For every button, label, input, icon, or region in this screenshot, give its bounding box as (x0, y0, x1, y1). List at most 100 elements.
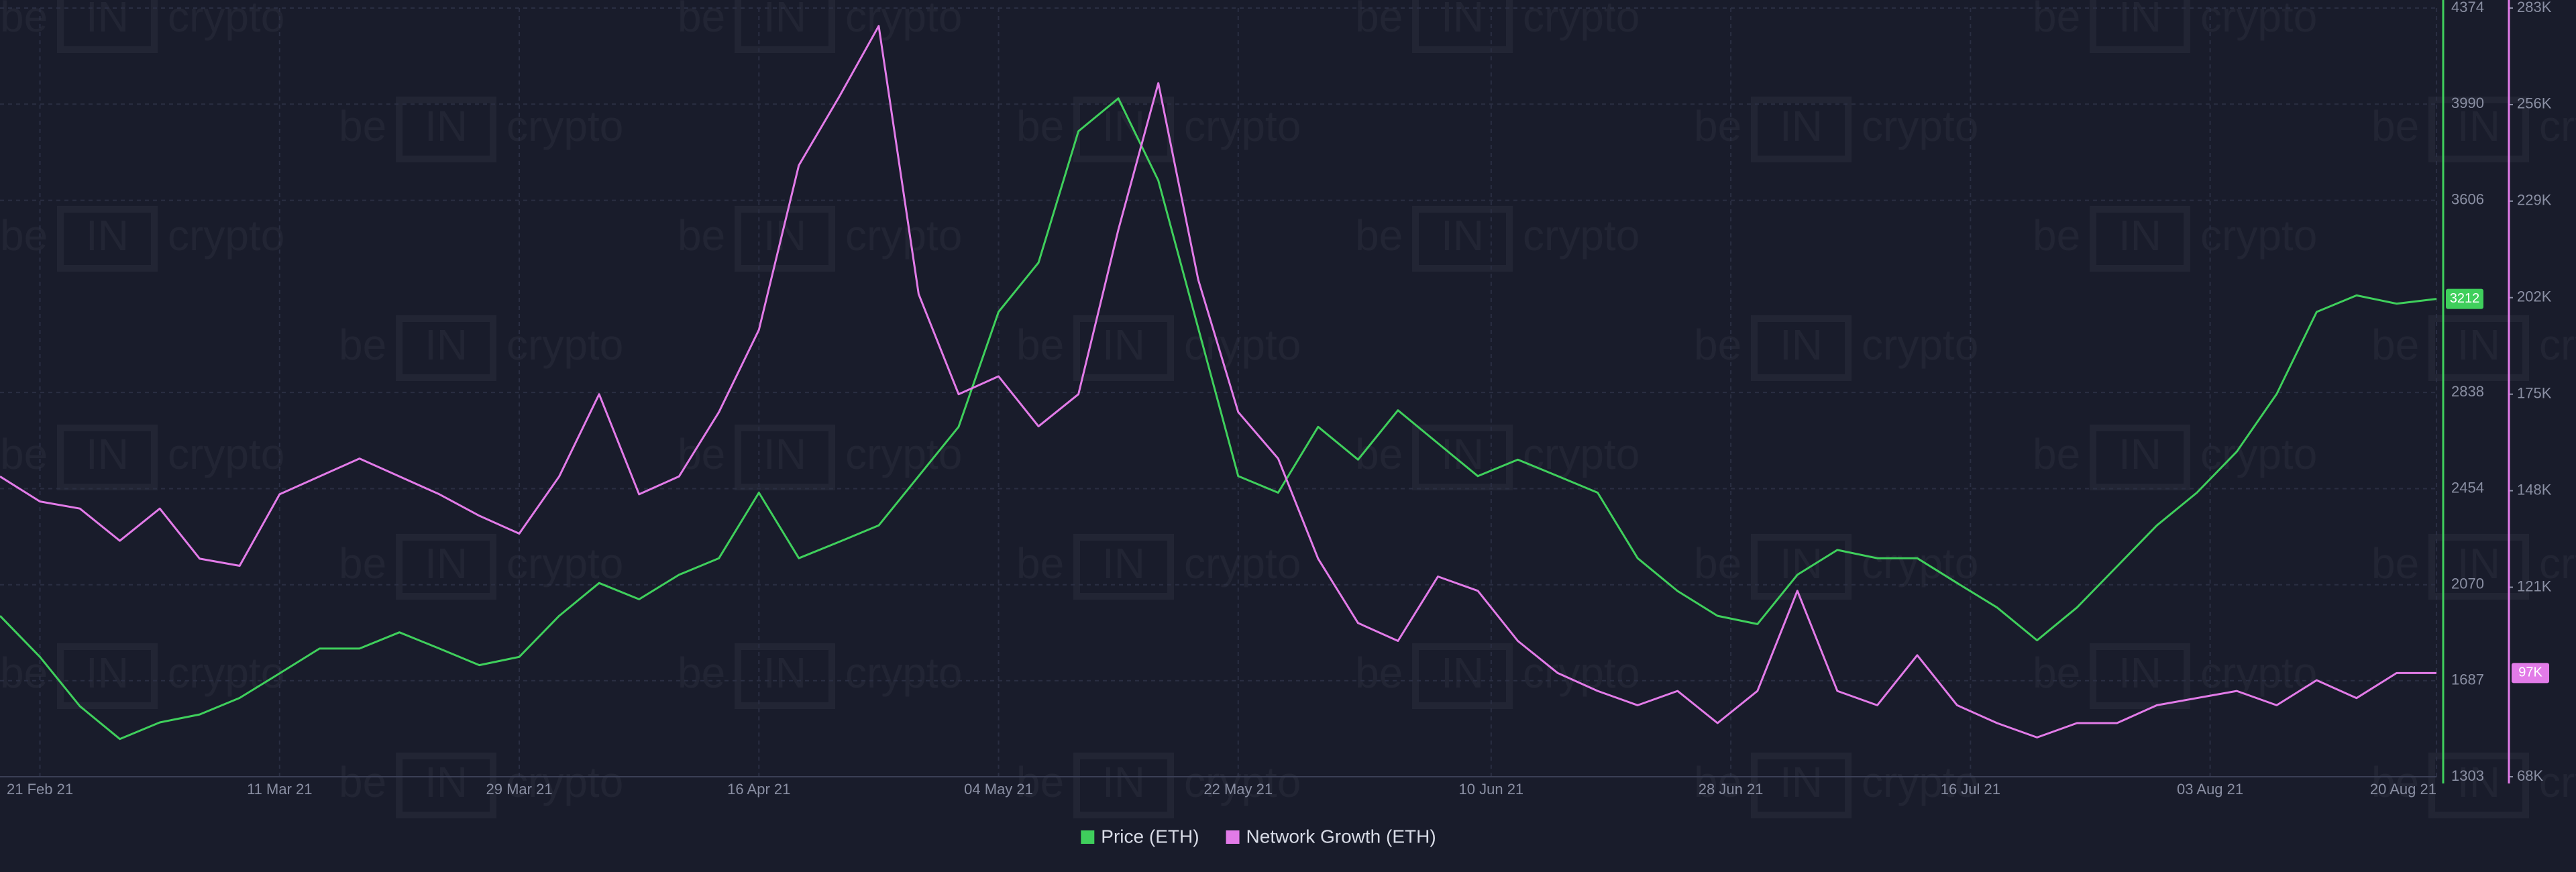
y-tick-label: 4374 (2451, 0, 2484, 15)
watermark-prefix: be (2033, 0, 2080, 41)
watermark-prefix: be (2371, 539, 2419, 588)
axes: 1303 1687 2070 2454 2838 3606 3990 4374 68K 121K 1… (0, 0, 2552, 798)
y2-tick-label: 175K (2517, 384, 2552, 401)
watermark-mark: IN (1780, 321, 1823, 369)
watermark-prefix: be (678, 649, 725, 697)
watermark-suffix: crypto (1184, 321, 1301, 369)
watermark-mark: IN (1441, 0, 1484, 41)
watermark-mark: IN (2457, 102, 2500, 150)
last-value-label: 97K (2518, 665, 2542, 680)
watermark-box (1751, 534, 1851, 600)
watermark-box (1412, 643, 1513, 709)
watermark-mark: IN (2457, 758, 2500, 806)
watermark-box (396, 315, 496, 381)
watermark-suffix: crypto (168, 430, 284, 478)
watermark-suffix: crypto (1184, 102, 1301, 150)
watermark-prefix: be (1016, 321, 1064, 369)
watermark-box (57, 206, 158, 272)
x-tick-label: 20 Aug 21 (2370, 781, 2436, 798)
watermark-box (396, 753, 496, 818)
y2-tick-label: 68K (2517, 767, 2543, 784)
watermark-box (2428, 753, 2529, 818)
x-tick-label: 16 Apr 21 (727, 781, 790, 798)
lines (0, 25, 2437, 741)
watermark-prefix: be (1694, 102, 1741, 150)
watermark-suffix: crypto (1523, 430, 1640, 478)
watermark-box (735, 206, 835, 272)
watermark-suffix: crypto (845, 0, 962, 41)
watermark-suffix: crypto (1523, 0, 1640, 41)
watermark-prefix: be (678, 211, 725, 260)
watermark-box (735, 425, 835, 490)
watermark-mark: IN (425, 321, 468, 369)
watermark-mark: IN (1441, 211, 1484, 260)
watermark-prefix: be (339, 758, 386, 806)
watermark-mark: IN (2457, 321, 2500, 369)
series-line (0, 25, 2436, 739)
x-tick-label: 04 May 21 (964, 781, 1033, 798)
watermark-mark: IN (1102, 539, 1145, 588)
y-tick-label: 3606 (2451, 190, 2484, 207)
watermark-box (2428, 97, 2529, 162)
watermark-mark: IN (1441, 649, 1484, 697)
watermark-prefix: be (1016, 758, 1064, 806)
watermark-prefix: be (2033, 430, 2080, 478)
legend-swatch (1226, 830, 1240, 844)
watermark-suffix: crypto (1523, 211, 1640, 260)
x-tick-label: 16 Jul 21 (1941, 781, 2000, 798)
y2-tick-label: 229K (2517, 192, 2552, 209)
watermark-suffix: crypto (168, 649, 284, 697)
watermark-suffix: crypto (506, 321, 623, 369)
legend-label: Network Growth (ETH) (1246, 826, 1436, 847)
x-tick-label: 21 Feb 21 (7, 781, 73, 798)
watermark-suffix: crypto (1862, 539, 1978, 588)
watermark-suffix: crypto (2200, 211, 2317, 260)
legend: Price (ETH) Network Growth (ETH) (1081, 826, 1436, 847)
watermark-suffix: crypto (506, 758, 623, 806)
watermark-suffix: crypto (1184, 758, 1301, 806)
watermark-suffix: crypto (845, 211, 962, 260)
y2-tick-label: 283K (2517, 0, 2552, 15)
watermark-box (396, 97, 496, 162)
watermark-box (735, 0, 835, 53)
watermark-mark: IN (86, 0, 129, 41)
watermark-mark: IN (763, 649, 806, 697)
watermark-box (1073, 97, 1174, 162)
watermark-prefix: be (2033, 211, 2080, 260)
watermark-box (1412, 206, 1513, 272)
watermark-prefix: be (2371, 758, 2419, 806)
watermark-box (1412, 425, 1513, 490)
watermark-box (2090, 425, 2190, 490)
y-tick-label: 3990 (2451, 95, 2484, 111)
watermark-box (2428, 315, 2529, 381)
watermark-prefix: be (1694, 758, 1741, 806)
watermark-suffix: crypto (2539, 758, 2576, 806)
watermark-mark: IN (425, 102, 468, 150)
x-tick-label: 28 Jun 21 (1699, 781, 1764, 798)
watermark-box (396, 534, 496, 600)
watermark-suffix: crypto (2200, 0, 2317, 41)
watermark-mark: IN (86, 211, 129, 260)
watermark-prefix: be (339, 321, 386, 369)
watermark-prefix: be (1355, 0, 1403, 41)
watermark-suffix: crypto (1184, 539, 1301, 588)
last-value-tag (2446, 288, 2483, 309)
watermark-mark: IN (2118, 0, 2161, 41)
watermark-box (1073, 753, 1174, 818)
watermark-mark: IN (425, 539, 468, 588)
watermark-box (57, 0, 158, 53)
watermark-box (735, 643, 835, 709)
watermark-mark: IN (1780, 758, 1823, 806)
watermark-suffix: crypto (1862, 102, 1978, 150)
watermark-mark: IN (2457, 539, 2500, 588)
watermark-mark: IN (425, 758, 468, 806)
legend-label: Price (ETH) (1101, 826, 1199, 847)
watermark-mark: IN (1441, 430, 1484, 478)
watermark-mark: IN (1102, 321, 1145, 369)
watermark-suffix: crypto (1862, 321, 1978, 369)
watermark-box (1751, 97, 1851, 162)
watermark-mark: IN (763, 0, 806, 41)
watermark-prefix: be (1355, 649, 1403, 697)
watermark-mark: IN (763, 211, 806, 260)
